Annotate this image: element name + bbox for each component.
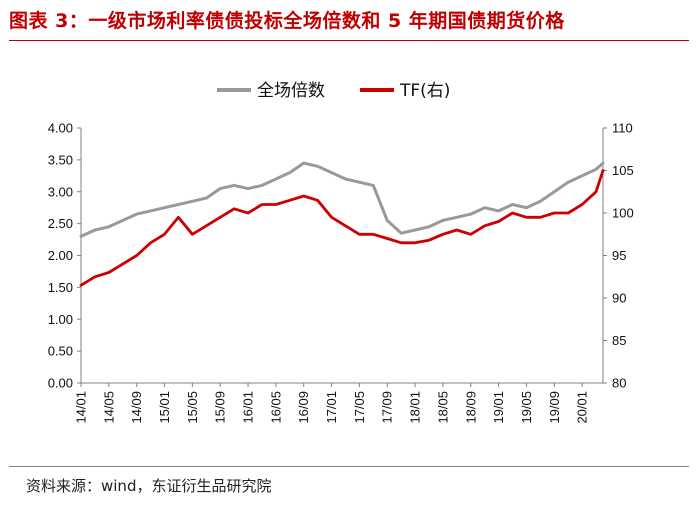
x-tick-label: 15/05 [185,391,200,424]
x-tick-label: 19/01 [491,391,506,424]
x-tick-label: 19/05 [519,391,534,424]
y-right-tick-label: 80 [612,376,626,391]
y-left-tick-label: 1.00 [48,312,73,327]
legend-label: 全场倍数 [257,81,325,101]
y-left-tick-label: 2.50 [48,216,73,231]
x-tick-label: 18/09 [463,391,478,424]
x-tick-label: 15/01 [157,391,172,424]
y-left-tick-label: 3.00 [48,184,73,199]
y-left-tick-label: 4.00 [48,121,73,136]
chart: 0.00 0.50 1.00 1.50 2.00 2.50 3.00 3.50 4.00 80 85… [48,81,634,424]
x-tick-label: 14/01 [74,391,89,424]
title-divider [9,40,689,41]
x-tick-label: 17/01 [324,391,339,424]
y-right-tick-label: 90 [612,291,626,306]
x-tick-label: 19/09 [547,391,562,424]
x-tick-label: 18/05 [435,391,450,424]
x-tick-label: 16/05 [268,391,283,424]
y-right-tick-label: 95 [612,248,626,263]
y-left-tick-label: 1.50 [48,280,73,295]
source-note: 资料来源：wind，东证衍生品研究院 [26,477,272,495]
y-left-tick-label: 0.50 [48,344,73,359]
x-tick-label: 15/09 [213,391,228,424]
footer-divider [9,466,689,467]
legend-label: TF(右) [399,81,450,101]
y-left-tick-label: 3.50 [48,152,73,167]
y-right-tick-label: 110 [612,121,633,136]
x-tick-label: 18/01 [408,391,423,424]
x-tick-label: 17/05 [352,391,367,424]
series-line-bid-multiple [79,161,605,238]
chart-axes: 0.00 0.50 1.00 1.50 2.00 2.50 3.00 3.50 4.00 80 85… [48,121,634,424]
x-tick-label: 16/09 [296,391,311,424]
y-right-tick-label: 105 [612,163,634,178]
chart-series [79,161,605,287]
x-tick-label: 14/09 [129,391,144,424]
y-left-tick-label: 0.00 [48,376,73,391]
chart-legend: 全场倍数 TF(右) [217,81,450,101]
y-left-tick-label: 2.00 [48,248,73,263]
x-tick-label: 20/01 [575,391,590,424]
x-tick-label: 16/01 [241,391,256,424]
series-line-tf-futures [79,169,605,287]
y-right-tick-label: 85 [612,333,626,348]
y-right-tick-label: 100 [612,206,634,221]
x-tick-label: 17/09 [380,391,395,424]
x-tick-label: 14/05 [101,391,116,424]
chart-title: 图表 3：一级市场利率债债投标全场倍数和 5 年期国债期货价格 [9,10,565,32]
